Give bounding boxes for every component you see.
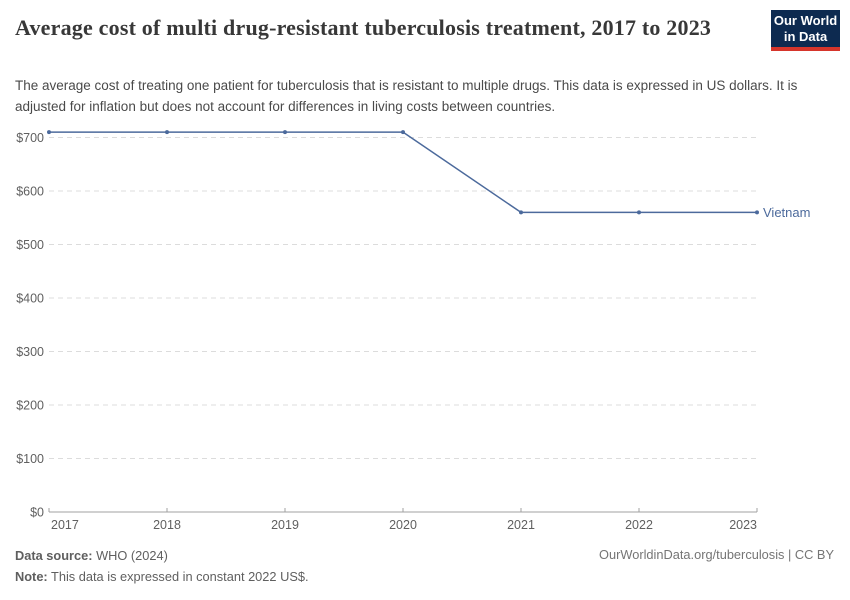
footer-source-note: Data source: WHO (2024) Note: This data …: [15, 545, 309, 587]
note-label: Note:: [15, 569, 48, 584]
data-source-value: WHO (2024): [96, 548, 168, 563]
data-point-marker[interactable]: [165, 130, 169, 135]
owid-logo[interactable]: Our World in Data: [771, 10, 840, 51]
x-tick-label: 2019: [271, 518, 299, 532]
data-point-marker[interactable]: [283, 130, 287, 135]
owid-logo-line1: Our World: [773, 12, 838, 28]
note-line: Note: This data is expressed in constant…: [15, 566, 309, 587]
chart-subtitle: The average cost of treating one patient…: [15, 78, 798, 114]
license-label: | CC BY: [788, 547, 834, 562]
y-tick-label: $700: [16, 131, 44, 145]
data-point-marker[interactable]: [519, 210, 523, 215]
attribution-link[interactable]: OurWorldinData.org/tuberculosis: [599, 547, 785, 562]
x-tick-label: 2022: [625, 518, 653, 532]
x-tick-label: 2021: [507, 518, 535, 532]
x-tick-label: 2018: [153, 518, 181, 532]
page-title: Average cost of multi drug-resistant tub…: [15, 15, 712, 40]
data-point-marker[interactable]: [47, 130, 51, 135]
note-value: This data is expressed in constant 2022 …: [51, 569, 309, 584]
data-source-label: Data source:: [15, 548, 93, 563]
owid-logo-line2: in Data: [783, 28, 828, 44]
series-label-vietnam[interactable]: Vietnam: [763, 205, 810, 220]
x-tick-label: 2020: [389, 518, 417, 532]
y-tick-label: $600: [16, 185, 44, 199]
data-point-marker[interactable]: [637, 210, 641, 215]
y-tick-label: $200: [16, 399, 44, 413]
y-tick-label: $400: [16, 292, 44, 306]
data-point-marker[interactable]: [401, 130, 405, 135]
x-tick-label: 2023: [729, 518, 757, 532]
footer-attribution: OurWorldinData.org/tuberculosis | CC BY: [599, 547, 834, 562]
line-series-vietnam[interactable]: [49, 131, 757, 214]
x-tick-label: 2017: [51, 518, 79, 532]
data-source-line: Data source: WHO (2024): [15, 545, 309, 566]
y-tick-label: $500: [16, 238, 44, 252]
y-tick-label: $0: [30, 506, 44, 520]
y-tick-label: $100: [16, 452, 44, 466]
data-point-marker[interactable]: [755, 210, 759, 215]
y-tick-label: $300: [16, 345, 44, 359]
